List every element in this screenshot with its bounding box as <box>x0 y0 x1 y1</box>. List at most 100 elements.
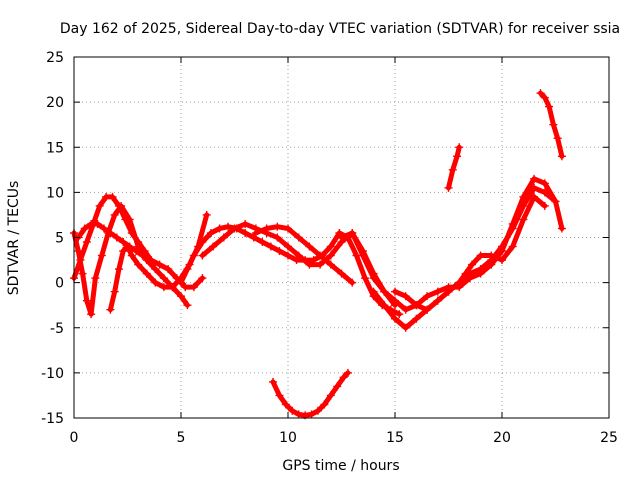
data-point <box>106 305 115 314</box>
data-point <box>320 400 329 409</box>
data-point <box>189 283 198 292</box>
data-point <box>181 283 190 292</box>
data-point <box>536 89 545 98</box>
data-point <box>326 251 335 260</box>
data-point <box>273 222 282 231</box>
data-point <box>540 188 549 197</box>
data-point <box>307 410 316 419</box>
data-point <box>423 305 432 314</box>
data-point <box>121 215 130 224</box>
data-point <box>183 301 192 310</box>
y-tick-label: 15 <box>46 140 64 156</box>
data-point <box>78 269 87 278</box>
data-point <box>134 238 143 247</box>
x-tick-label: 5 <box>177 430 186 446</box>
data-point <box>348 278 357 287</box>
data-point <box>519 215 528 224</box>
data-point <box>391 287 399 296</box>
data-point <box>401 305 410 314</box>
data-point <box>468 260 477 269</box>
data-point <box>380 287 389 296</box>
series-sat-k <box>391 192 549 314</box>
data-point <box>453 152 462 161</box>
data-point <box>401 323 410 332</box>
data-point <box>275 247 284 256</box>
y-tick-label: 10 <box>46 185 64 201</box>
data-point <box>241 228 250 237</box>
data-point <box>198 238 207 247</box>
series-line <box>392 194 548 313</box>
data-point <box>119 238 128 247</box>
data-point <box>219 233 228 242</box>
data-point <box>369 287 378 296</box>
data-point <box>294 233 303 242</box>
data-point <box>269 377 278 386</box>
data-point <box>273 233 282 242</box>
x-tick-label: 20 <box>493 430 511 446</box>
x-tick-label: 15 <box>386 430 404 446</box>
data-point <box>82 238 91 247</box>
data-point <box>444 287 453 296</box>
series-sat-h <box>269 368 352 420</box>
data-point <box>487 251 496 260</box>
data-point <box>140 247 149 256</box>
data-point <box>313 406 322 415</box>
data-point <box>151 278 160 287</box>
y-axis-title: SDTVAR / TECUs <box>6 181 22 296</box>
data-point <box>114 201 123 210</box>
data-point <box>112 233 121 242</box>
data-point <box>284 224 292 233</box>
data-point <box>391 296 399 305</box>
y-tick-label: 25 <box>46 50 64 66</box>
data-point <box>339 373 348 382</box>
data-point <box>305 260 314 269</box>
data-point <box>147 256 156 265</box>
data-point <box>251 228 260 237</box>
data-point <box>326 391 335 400</box>
data-point <box>177 278 185 287</box>
x-tick-label: 25 <box>600 430 618 446</box>
series-sat-m <box>536 89 566 161</box>
data-point <box>189 251 198 260</box>
data-point <box>498 256 506 265</box>
y-tick-label: -5 <box>50 321 64 337</box>
data-point <box>151 265 160 274</box>
data-point <box>82 296 91 305</box>
data-point <box>159 274 168 283</box>
data-point <box>241 219 250 228</box>
data-point <box>281 400 290 409</box>
data-point <box>455 278 464 287</box>
data-point <box>294 251 303 260</box>
y-tick-label: 0 <box>55 276 64 292</box>
data-point <box>305 242 314 251</box>
data-point <box>476 251 485 260</box>
data-point <box>177 292 185 301</box>
data-point <box>557 152 566 161</box>
data-point <box>545 102 554 111</box>
y-tick-label: 5 <box>55 231 64 247</box>
data-point <box>433 287 442 296</box>
data-point <box>249 233 258 242</box>
data-point <box>294 410 303 419</box>
data-point <box>519 201 528 210</box>
data-point <box>110 210 119 219</box>
data-point <box>275 391 284 400</box>
data-point <box>508 242 517 251</box>
data-point <box>123 242 132 251</box>
data-point <box>549 120 558 129</box>
data-point <box>206 228 215 237</box>
data-point <box>316 260 325 269</box>
data-point <box>114 265 123 274</box>
data-point <box>134 260 143 269</box>
data-point <box>461 269 470 278</box>
data-point <box>97 251 106 260</box>
data-point <box>395 310 404 319</box>
data-point <box>202 210 211 219</box>
data-point <box>183 265 192 274</box>
y-tick-label: -15 <box>41 411 64 427</box>
data-point <box>553 134 562 143</box>
data-point <box>448 165 457 174</box>
data-point <box>557 224 566 233</box>
series-sat-e <box>177 222 404 319</box>
